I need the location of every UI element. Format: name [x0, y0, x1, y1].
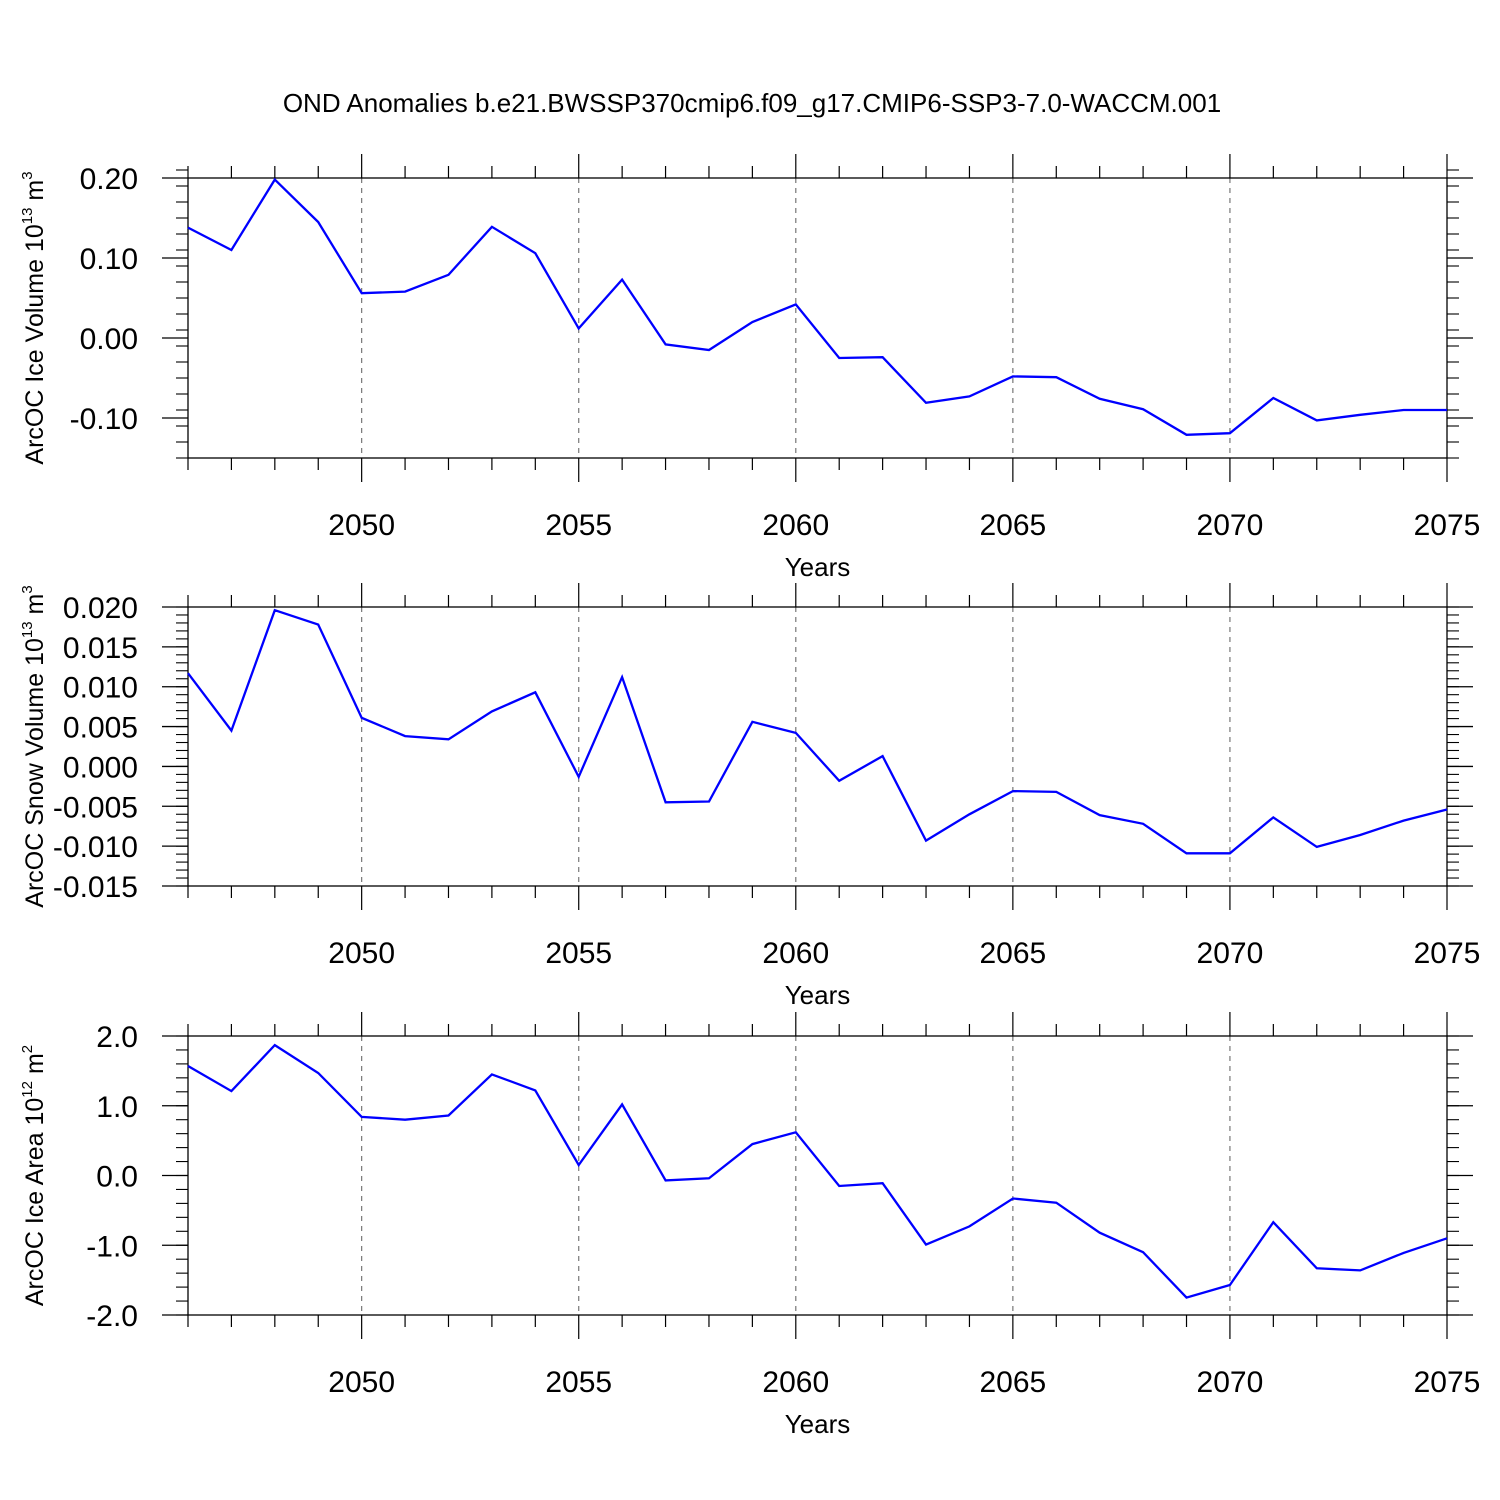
- y-axis-title: ArcOC Snow Volume 1013 m3: [19, 585, 49, 907]
- x-tick-label: 2060: [762, 1366, 829, 1399]
- y-tick-label: 0.000: [63, 751, 138, 784]
- x-tick-label: 2065: [979, 1366, 1046, 1399]
- y-axis-title-superscript: 13: [19, 208, 36, 225]
- y-tick-label: 0.0: [96, 1161, 138, 1194]
- x-tick-label: 2070: [1197, 937, 1264, 970]
- x-tick-label: 2075: [1414, 937, 1481, 970]
- y-tick-label: 2.0: [96, 1021, 138, 1054]
- x-tick-label: 2055: [545, 1366, 612, 1399]
- figure-title: OND Anomalies b.e21.BWSSP370cmip6.f09_g1…: [283, 88, 1221, 118]
- panel-1: -0.10 0.00 0.10 0.20 2050 2055 2060 2065 2070 207…: [19, 154, 1480, 582]
- x-tick-label: 2065: [979, 509, 1046, 542]
- plot-frame: [187, 606, 1448, 887]
- y-axis-title-superscript: 12: [19, 1081, 36, 1098]
- x-tick-label: 2070: [1197, 1366, 1264, 1399]
- y-tick-label: 0.015: [63, 632, 138, 665]
- y-axis-title-text: m: [21, 1053, 49, 1081]
- y-axis-title-text: ArcOC Snow Volume 10: [21, 638, 49, 908]
- y-axis-title-superscript: 13: [19, 621, 36, 638]
- plot-frame: [187, 177, 1448, 459]
- plot-frame: [187, 1035, 1448, 1316]
- y-axis-title: ArcOC Ice Volume 1013 m3: [19, 171, 49, 464]
- y-tick-label: 0.005: [63, 712, 138, 745]
- y-axis-title-text: m: [21, 594, 49, 622]
- x-tick-label: 2055: [545, 937, 612, 970]
- x-tick-label: 2050: [328, 1366, 395, 1399]
- x-axis-title: Years: [785, 1409, 851, 1439]
- x-tick-label: 2060: [762, 509, 829, 542]
- y-tick-label: -0.015: [53, 871, 138, 904]
- series-line: [187, 177, 1447, 436]
- y-tick-label: 1.0: [96, 1091, 138, 1124]
- y-axis-title: ArcOC Ice Area 1012 m2: [19, 1045, 49, 1306]
- panel-2: -0.015 -0.010 -0.005 0.000 0.005 0.010 0.015 0.…: [19, 583, 1480, 1010]
- y-axis-title-text: ArcOC Ice Volume 10: [21, 224, 49, 464]
- x-tick-label: 2050: [328, 509, 395, 542]
- y-axis-title-superscript: 3: [19, 585, 36, 593]
- x-tick-label: 2075: [1414, 1366, 1481, 1399]
- x-tick-label: 2050: [328, 937, 395, 970]
- y-tick-label: 0.010: [63, 672, 138, 705]
- panels: -0.10 0.00 0.10 0.20 2050 2055 2060 2065 2070 207…: [19, 154, 1480, 1439]
- y-axis-title-superscript: 3: [19, 171, 36, 179]
- y-axis-title-superscript: 2: [19, 1045, 36, 1053]
- x-tick-label: 2060: [762, 937, 829, 970]
- y-tick-label: 0.00: [80, 323, 138, 356]
- y-axis-title-text: ArcOC Ice Area 10: [21, 1098, 49, 1306]
- x-tick-label: 2070: [1197, 509, 1264, 542]
- y-tick-label: -0.010: [53, 831, 138, 864]
- y-tick-label: 0.020: [63, 592, 138, 625]
- x-axis-title: Years: [785, 552, 851, 582]
- y-tick-label: -0.005: [53, 791, 138, 824]
- x-tick-label: 2065: [979, 937, 1046, 970]
- y-tick-label: 0.10: [80, 243, 138, 276]
- x-axis-title: Years: [785, 980, 851, 1010]
- series-line: [187, 608, 1448, 855]
- panel-3: -2.0 -1.0 0.0 1.0 2.0 2050 2055 2060 2065 2070 207…: [19, 1012, 1480, 1439]
- y-tick-label: 0.20: [80, 163, 138, 196]
- x-tick-label: 2075: [1414, 509, 1481, 542]
- y-tick-label: -1.0: [86, 1230, 138, 1263]
- y-tick-label: -2.0: [86, 1300, 138, 1333]
- y-tick-label: -0.10: [70, 403, 138, 436]
- y-axis-title-text: m: [21, 180, 49, 208]
- x-tick-label: 2055: [545, 509, 612, 542]
- series-line: [187, 1043, 1448, 1299]
